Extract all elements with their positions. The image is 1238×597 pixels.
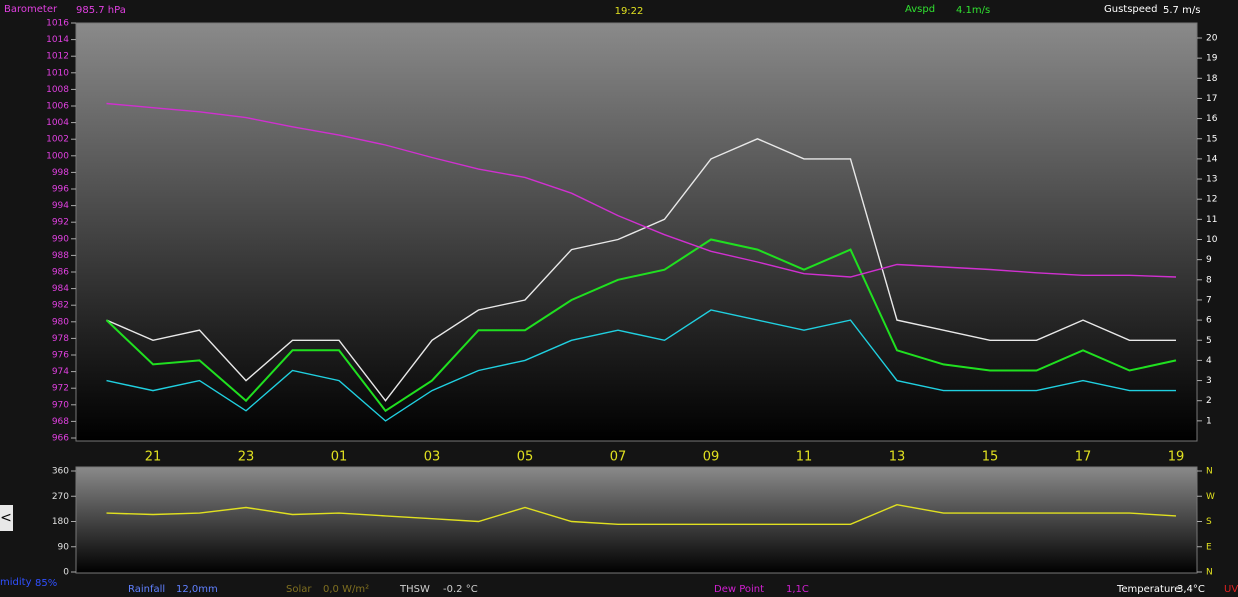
y2-tick-label: 10 (1206, 235, 1218, 245)
y2-tick-label: 13 (1206, 175, 1217, 185)
footer-value: 12,0mm (176, 584, 218, 595)
y2-tick-label: 1 (1206, 416, 1212, 426)
y2-tick-label: 9 (1206, 255, 1212, 265)
y-tick-label: 968 (52, 417, 69, 427)
y2-tick-label: W (1206, 492, 1215, 502)
y2-tick-label: 19 (1206, 54, 1218, 64)
y-tick-label: 978 (52, 334, 69, 344)
y-tick-label: 1004 (46, 118, 69, 128)
footer-value: 1,1C (786, 584, 809, 595)
y2-tick-label: 5 (1206, 336, 1212, 346)
series-line (106, 138, 1176, 402)
series-line (106, 503, 1177, 525)
footer-name: UV (1224, 584, 1238, 595)
y-tick-label: 986 (52, 268, 69, 278)
clock: 19:22 (615, 6, 644, 17)
y2-tick-label: 7 (1206, 295, 1212, 305)
y-tick-label: 1016 (46, 19, 69, 29)
x-tick-label: 19 (1168, 450, 1185, 465)
y2-tick-label: 15 (1206, 134, 1217, 144)
x-tick-label: 09 (703, 450, 720, 465)
y2-tick-label: 14 (1206, 154, 1218, 164)
y-tick-label: 270 (52, 492, 69, 502)
y2-tick-label: 11 (1206, 215, 1217, 225)
y2-tick-label: 8 (1206, 275, 1212, 285)
y2-tick-label: 2 (1206, 396, 1212, 406)
y-tick-label: 1012 (46, 52, 69, 62)
x-tick-label: 17 (1075, 450, 1092, 465)
y-tick-label: 980 (52, 317, 69, 327)
x-tick-label: 11 (796, 450, 813, 465)
y-tick-label: 996 (52, 185, 69, 195)
y2-tick-label: 3 (1206, 376, 1212, 386)
y2-tick-label: E (1206, 542, 1212, 552)
y-tick-label: 976 (52, 351, 69, 361)
series-line (105, 238, 1177, 413)
y-tick-label: 966 (52, 434, 69, 444)
footer-name: THSW (399, 584, 430, 595)
series-line (106, 102, 1177, 278)
nav-button-label[interactable]: < (0, 510, 12, 526)
y-tick-label: 994 (52, 201, 69, 211)
x-tick-label: 23 (238, 450, 255, 465)
footer-name: Temperature (1116, 584, 1180, 595)
y-tick-label: 360 (52, 467, 69, 477)
footer-value: -0.2 °C (443, 584, 478, 595)
y-tick-label: 1002 (46, 135, 69, 145)
readout-value: 5.7 m/s (1163, 5, 1200, 16)
y-tick-label: 1008 (46, 85, 69, 95)
y-tick-label: 984 (52, 284, 69, 294)
y2-tick-label: 18 (1206, 74, 1218, 84)
readout-value: 985.7 hPa (76, 5, 126, 16)
footer-name: Rainfall (128, 584, 165, 595)
readout-name: Gustspeed (1104, 4, 1157, 15)
x-tick-label: 01 (331, 450, 348, 465)
y-tick-label: 974 (52, 367, 69, 377)
x-tick-label: 07 (610, 450, 627, 465)
y2-tick-label: 17 (1206, 94, 1217, 104)
y2-tick-label: N (1206, 467, 1213, 477)
y2-tick-label: 12 (1206, 195, 1217, 205)
y-tick-label: 992 (52, 218, 69, 228)
y-tick-label: 1010 (46, 68, 69, 78)
readout-name: Avspd (905, 4, 935, 15)
x-tick-label: 21 (145, 450, 162, 465)
footer-value: 85% (35, 578, 57, 589)
series-line (106, 309, 1176, 422)
y2-tick-label: N (1206, 568, 1213, 578)
y2-tick-label: 6 (1206, 316, 1212, 326)
y-tick-label: 1006 (46, 102, 69, 112)
y2-tick-label: 20 (1206, 34, 1218, 44)
footer-name: Dew Point (714, 584, 764, 595)
y-tick-label: 970 (52, 400, 69, 410)
footer-name: midity (0, 577, 32, 588)
y-tick-label: 1014 (46, 35, 69, 45)
y-tick-label: 0 (63, 568, 69, 578)
nav-button[interactable] (0, 505, 13, 531)
x-tick-label: 13 (889, 450, 906, 465)
footer-value: 3,4°C (1177, 584, 1205, 595)
y2-tick-label: S (1206, 517, 1212, 527)
y2-tick-label: 4 (1206, 356, 1212, 366)
readout-name: Barometer (4, 4, 58, 15)
y-tick-label: 180 (52, 517, 69, 527)
y-tick-label: 998 (52, 168, 69, 178)
direction-plot-area (75, 466, 1198, 574)
y-tick-label: 1000 (46, 151, 69, 161)
y2-tick-label: 16 (1206, 114, 1218, 124)
y-tick-label: 982 (52, 301, 69, 311)
x-tick-label: 15 (982, 450, 999, 465)
y-tick-label: 90 (58, 542, 70, 552)
y-tick-label: 988 (52, 251, 69, 261)
x-tick-label: 05 (517, 450, 534, 465)
x-tick-label: 03 (424, 450, 441, 465)
y-tick-label: 990 (52, 234, 69, 244)
y-tick-label: 972 (52, 384, 69, 394)
readout-value: 4.1m/s (956, 5, 990, 16)
footer-value: 0,0 W/m² (323, 584, 369, 595)
footer-name: Solar (286, 584, 312, 595)
